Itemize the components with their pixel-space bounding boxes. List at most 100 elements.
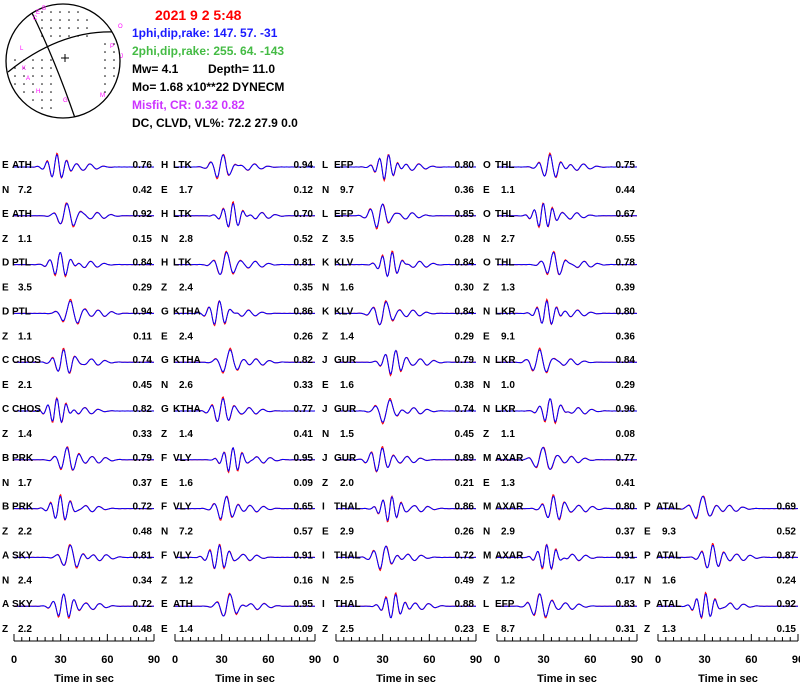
correlation-value: 0.69 (777, 502, 797, 513)
waveform-panel (496, 202, 637, 229)
tick-label: 30 (216, 654, 228, 666)
station-name: PRK (12, 453, 34, 464)
synthetic-trace (497, 154, 637, 178)
synthetic-trace (14, 496, 154, 521)
synthetic-trace (658, 544, 798, 569)
distance-value: 1.6 (340, 283, 354, 294)
correlation-value: 0.94 (294, 160, 314, 171)
station-code: F (161, 550, 167, 561)
tick-label: 60 (584, 654, 596, 666)
distance-value: 3.5 (18, 283, 32, 294)
tick-label: 0 (11, 654, 17, 666)
distance-value: 1.4 (18, 429, 32, 440)
x-axis-label: Time in sec (698, 673, 758, 685)
component-label: Z (2, 234, 8, 245)
station-code: A (2, 599, 9, 610)
station-code: M (483, 550, 491, 561)
compression-dot (50, 67, 52, 69)
synthetic-trace (336, 349, 476, 375)
compression-dot (50, 91, 52, 93)
distance-value: 1.2 (179, 575, 193, 586)
waveform-panel (174, 543, 316, 570)
distance-value: 1.7 (18, 478, 32, 489)
waveform-panel (658, 542, 798, 569)
waveform-panel (14, 543, 154, 569)
distance-value: 1.3 (501, 478, 515, 489)
component-label: Z (161, 283, 167, 294)
compression-dot (32, 83, 34, 85)
component-label: E (483, 331, 490, 342)
amplitude-ratio: 0.41 (616, 478, 636, 489)
amplitude-ratio: 0.45 (133, 380, 153, 391)
station-name: AXAR (495, 453, 524, 464)
correlation-value: 0.82 (133, 404, 153, 415)
correlation-value: 0.77 (616, 453, 636, 464)
component-label: Z (644, 624, 650, 635)
distance-value: 2.2 (18, 624, 32, 635)
distance-value: 9.7 (340, 185, 354, 196)
compression-dot (41, 19, 43, 21)
waveform-panel (14, 593, 154, 619)
correlation-value: 0.74 (133, 355, 153, 366)
beachball-station-label: C (33, 16, 38, 22)
correlation-value: 0.75 (616, 160, 636, 171)
x-axis-label: Time in sec (537, 673, 597, 685)
waveform-panel (496, 250, 637, 276)
amplitude-ratio: 0.39 (616, 283, 636, 294)
beachball-station-label: M (100, 93, 105, 99)
distance-value: 1.4 (179, 624, 193, 635)
amplitude-ratio: 0.44 (616, 185, 636, 196)
synthetic-trace (175, 495, 315, 520)
amplitude-ratio: 0.17 (616, 575, 636, 586)
amplitude-ratio: 0.31 (616, 624, 636, 635)
beachball-station-label: O (118, 24, 123, 30)
component-label: N (161, 380, 168, 391)
compression-dot (68, 11, 70, 13)
station-code: I (322, 550, 325, 561)
compression-dot (104, 75, 106, 77)
waveform-panel (336, 591, 476, 619)
waveform-panel (336, 398, 476, 425)
synthetic-trace (14, 544, 154, 568)
compression-dot (50, 59, 52, 61)
station-code: A (2, 550, 9, 561)
station-name: LTK (173, 160, 192, 171)
correlation-value: 0.80 (616, 306, 636, 317)
station-name: AXAR (495, 502, 524, 513)
compression-dot (14, 75, 16, 77)
distance-value: 2.8 (179, 234, 193, 245)
station-name: LKR (495, 306, 516, 317)
station-name: KTHA (173, 404, 201, 415)
nodal-plane-2: 2phi,dip,rake: 255. 64. -143 (132, 44, 285, 58)
compression-dot (113, 43, 115, 45)
synthetic-trace (336, 154, 476, 180)
tick-label: 90 (631, 654, 643, 666)
misfit-cr: Misfit, CR: 0.32 0.82 (132, 98, 245, 112)
waveform-panel (336, 445, 476, 473)
compression-dot (104, 67, 106, 69)
station-code: F (161, 453, 167, 464)
distance-value: 1.6 (662, 575, 676, 586)
component-label: Z (322, 331, 328, 342)
amplitude-ratio: 0.35 (294, 283, 314, 294)
station-code: L (483, 599, 489, 610)
compression-dot (41, 67, 43, 69)
compression-dot (14, 67, 16, 69)
amplitude-ratio: 0.57 (294, 527, 314, 538)
station-name: EFP (334, 160, 354, 171)
amplitude-ratio: 0.26 (455, 527, 475, 538)
correlation-value: 0.74 (455, 404, 475, 415)
station-name: SKY (12, 599, 33, 610)
component-label: Z (483, 575, 489, 586)
distance-value: 1.4 (179, 429, 193, 440)
compression-dot (50, 19, 52, 21)
station-code: N (483, 306, 490, 317)
component-label: N (2, 478, 9, 489)
compression-dot (32, 75, 34, 77)
station-name: LKR (495, 355, 516, 366)
amplitude-ratio: 0.08 (616, 429, 636, 440)
synthetic-trace (497, 203, 637, 227)
waveform-panel (336, 203, 477, 230)
distance-value: 1.5 (340, 429, 354, 440)
station-name: ATH (12, 209, 32, 220)
